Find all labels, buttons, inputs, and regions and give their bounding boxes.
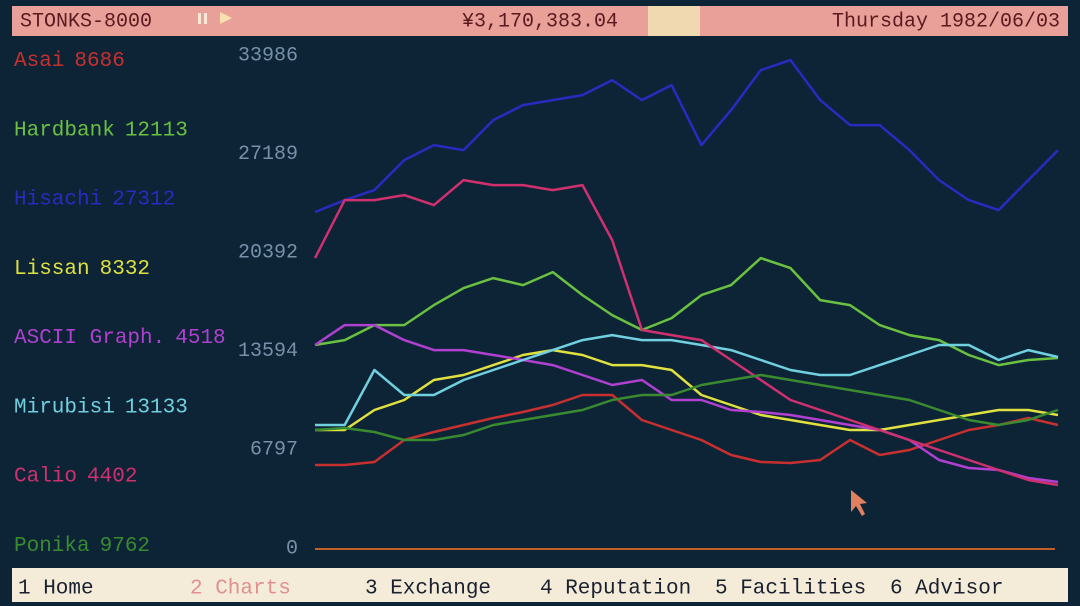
tab[interactable]: 1 Home [18, 578, 94, 601]
pause-icon [198, 13, 201, 24]
y-tick-label: 33986 [238, 44, 298, 67]
stock-price: 12113 [125, 119, 188, 142]
legend-entry[interactable]: Asai 8686 [14, 50, 125, 73]
app-title: STONKS-8000 [20, 10, 152, 33]
stock-name: ASCII Graph. [14, 327, 165, 350]
pause-icon [204, 13, 207, 24]
tab[interactable]: 5 Facilities [715, 578, 866, 601]
tab[interactable]: 3 Exchange [365, 578, 491, 601]
stock-name: Lissan [14, 257, 90, 280]
legend-entry[interactable]: Hisachi 27312 [14, 188, 175, 211]
legend-entry[interactable]: Lissan 8332 [14, 257, 150, 280]
y-tick-label: 20392 [238, 241, 298, 264]
tabs: 1 Home 2 Charts 3 Exchange 4 Reputation 5 Fa… [18, 578, 1003, 601]
series-line [314, 58, 1059, 214]
y-tick-label: 6797 [250, 439, 298, 462]
legend-entry[interactable]: Mirubisi 13133 [14, 396, 188, 419]
y-axis: 0 6797 13594 20392 27189 33986 [238, 44, 298, 560]
stock-price: 13133 [125, 396, 188, 419]
mouse-cursor [851, 490, 867, 516]
speed-indicator [648, 6, 700, 36]
legend-entry[interactable]: Hardbank 12113 [14, 119, 188, 142]
stock-name: Calio [14, 465, 77, 488]
tab[interactable]: 6 Advisor [890, 578, 1003, 601]
stock-name: Asai [14, 50, 64, 73]
header-bar [12, 6, 1068, 36]
stock-price: 9762 [100, 535, 150, 558]
series-line [315, 393, 1059, 467]
y-tick-label: 13594 [238, 340, 298, 363]
tab[interactable]: 2 Charts [190, 578, 291, 601]
legend: Asai 8686 Hardbank 12113 Hisachi 27312 Lissan 8… [14, 50, 226, 558]
stock-name: Hisachi [14, 188, 102, 211]
stock-price: 4402 [87, 465, 137, 488]
y-tick-label: 0 [286, 537, 298, 560]
pause-button[interactable] [198, 13, 207, 24]
legend-entry[interactable]: Calio 4402 [14, 465, 137, 488]
date: Thursday 1982/06/03 [832, 10, 1060, 33]
stock-price: 8686 [74, 50, 124, 73]
stock-name: Ponika [14, 535, 90, 558]
series-line [314, 373, 1059, 442]
y-tick-label: 27189 [238, 143, 298, 166]
tab[interactable]: 4 Reputation [540, 578, 691, 601]
stock-name: Mirubisi [14, 396, 115, 419]
series-line [315, 348, 1059, 432]
play-button[interactable] [220, 12, 232, 24]
money: ¥3,170,383.04 [462, 10, 618, 33]
plot [313, 58, 1059, 487]
series-line [314, 256, 1059, 367]
stock-price: 8332 [100, 257, 150, 280]
stock-price: 4518 [175, 327, 225, 350]
series-line [315, 333, 1059, 427]
legend-entry[interactable]: ASCII Graph. 4518 [14, 327, 226, 350]
series-line [313, 178, 1059, 487]
stock-price: 27312 [112, 188, 175, 211]
tab-bar [12, 568, 1068, 602]
stock-name: Hardbank [14, 119, 115, 142]
series-line [314, 323, 1059, 484]
legend-entry[interactable]: Ponika 9762 [14, 535, 150, 558]
